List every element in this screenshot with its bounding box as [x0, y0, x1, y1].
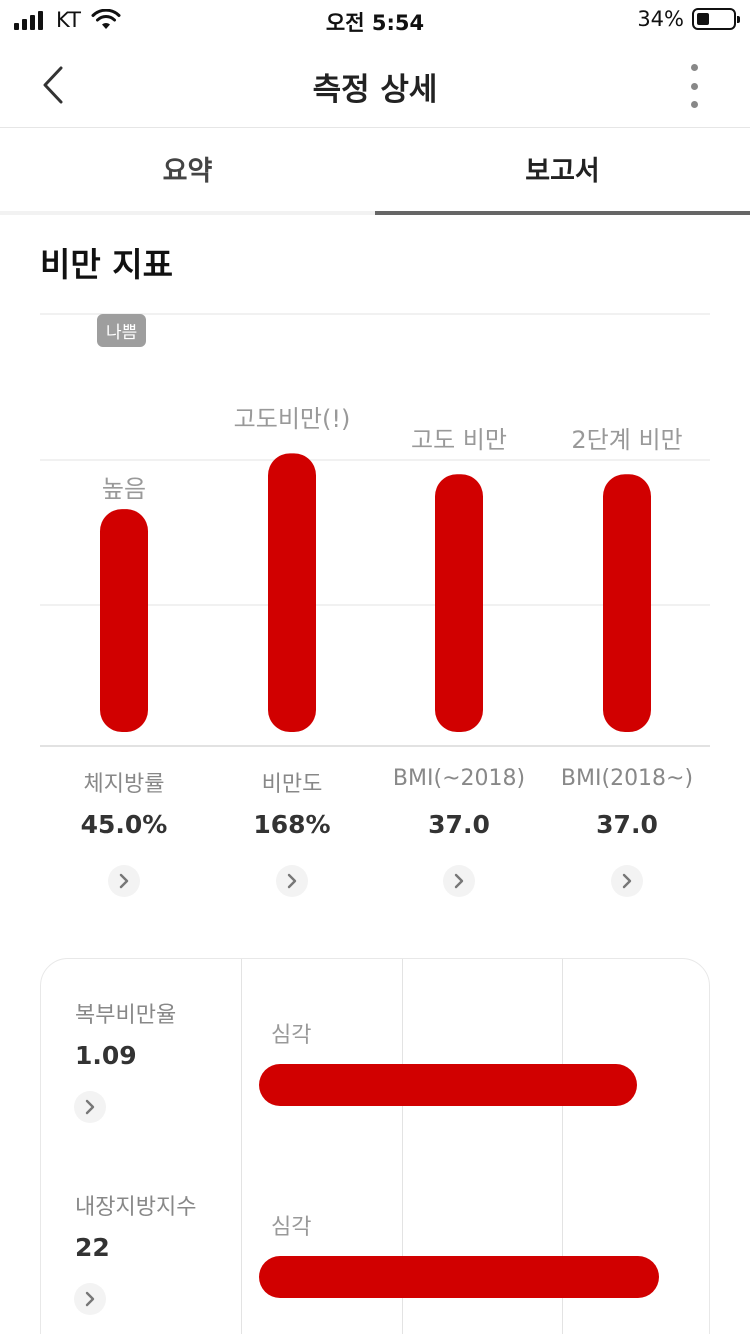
- chart-bar: [268, 453, 316, 732]
- more-vertical-icon: [690, 64, 698, 71]
- wifi-icon: [91, 9, 121, 29]
- metric-name: BMI(~2018): [392, 766, 526, 791]
- abdominal-visceral-card: 복부비만율 1.09 심각 내장지방지수 22 심각: [40, 958, 710, 1334]
- chevron-right-icon: [85, 1291, 95, 1307]
- metric-detail-button[interactable]: [276, 865, 308, 897]
- metric-value: 45.0%: [80, 810, 168, 839]
- tab-divider: [0, 211, 375, 215]
- chart-svg: [40, 313, 710, 747]
- card-item-level: 심각: [271, 1023, 312, 1048]
- bad-badge: 나쁨: [97, 314, 147, 347]
- status-right: 34%: [637, 7, 740, 31]
- metric-value: 37.0: [428, 810, 490, 839]
- chevron-right-icon: [85, 1099, 95, 1115]
- cellular-signal-icon: [14, 10, 46, 30]
- tab-report[interactable]: 보고서: [375, 129, 750, 215]
- detail-chevron-button[interactable]: [74, 1091, 106, 1123]
- card-gridline: [562, 959, 563, 1334]
- chevron-right-icon: [119, 873, 129, 889]
- back-button[interactable]: [28, 60, 78, 110]
- battery-icon: [692, 8, 740, 30]
- status-left: KT: [14, 8, 121, 32]
- card-item-name: 내장지방지수: [75, 1195, 197, 1220]
- navigation-bar: 측정 상세: [0, 42, 750, 128]
- card-item-value: 1.09: [75, 1041, 137, 1070]
- card-divider: [241, 959, 242, 1334]
- card-item-name: 복부비만율: [75, 1003, 177, 1028]
- detail-chevron-button[interactable]: [74, 1283, 106, 1315]
- card-item-level: 심각: [271, 1215, 312, 1240]
- chart-bar: [435, 474, 483, 732]
- tab-summary[interactable]: 요약: [162, 156, 213, 187]
- card-level-bar: [259, 1064, 637, 1106]
- chevron-left-icon: [43, 66, 63, 104]
- chart-bar: [100, 509, 148, 732]
- battery-percent: 34%: [637, 7, 684, 31]
- chevron-right-icon: [454, 873, 464, 889]
- metric-name: BMI(2018~): [560, 766, 694, 791]
- chart-bar: [603, 474, 651, 732]
- metric-name: 비만도: [261, 772, 323, 797]
- chevron-right-icon: [287, 873, 297, 889]
- tab-bar: 요약 보고서: [0, 129, 750, 215]
- bar-level-label: 2단계 비만: [571, 426, 683, 455]
- chevron-right-icon: [622, 873, 632, 889]
- bar-level-label: 고도비만(!): [233, 405, 351, 434]
- more-options-button[interactable]: [682, 64, 706, 108]
- card-gridline: [402, 959, 403, 1334]
- metric-value: 168%: [253, 810, 331, 839]
- bar-level-label: 고도 비만: [411, 426, 507, 455]
- section-title: 비만 지표: [40, 245, 173, 284]
- card-item-value: 22: [75, 1233, 110, 1262]
- carrier-name: KT: [56, 8, 81, 32]
- metric-detail-button[interactable]: [443, 865, 475, 897]
- page-title: 측정 상세: [312, 72, 438, 108]
- metric-name: 체지방률: [83, 772, 165, 797]
- status-time: 오전 5:54: [325, 11, 425, 35]
- status-bar: KT 오전 5:54 34%: [0, 0, 750, 42]
- metric-detail-button[interactable]: [611, 865, 643, 897]
- metric-detail-button[interactable]: [108, 865, 140, 897]
- bar-level-label: 높음: [101, 475, 147, 504]
- card-level-bar: [259, 1256, 659, 1298]
- metric-value: 37.0: [596, 810, 658, 839]
